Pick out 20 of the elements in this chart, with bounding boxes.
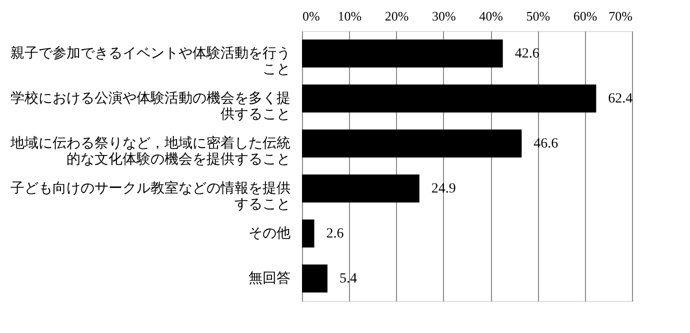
data-label: 5.4 (339, 272, 357, 286)
x-tick-label: 70% (608, 8, 633, 24)
x-tick-label: 40% (479, 8, 504, 24)
y-tick-label: その他 (248, 226, 290, 242)
x-tick-label: 60% (573, 8, 598, 24)
data-label: 46.6 (534, 136, 558, 152)
y-tick-label: 親子で参加できるイベントや体験活動を行うこと (10, 46, 290, 78)
data-label: 24.9 (431, 182, 456, 196)
x-tick-label: 20% (384, 8, 409, 24)
y-tick-label: 地域に伝わる祭りなど，地域に密着した伝統的な文化体験の機会を提供すること (10, 136, 290, 168)
y-tick-label: 無回答 (248, 270, 290, 286)
x-tick-label: 0% (302, 8, 320, 24)
data-label: 42.6 (514, 46, 540, 62)
data-label: 2.6 (326, 226, 344, 242)
x-tick-label: 10% (338, 8, 362, 24)
y-tick-label: 学校における公演や体験活動の機会を多く提供すること (10, 90, 290, 122)
y-tick-label: 子ども向けのサークル教室などの情報を提供すること (10, 180, 290, 212)
x-tick-label: 30% (432, 8, 456, 24)
data-label: 62.4 (608, 92, 633, 106)
x-tick-label: 50% (526, 8, 550, 24)
